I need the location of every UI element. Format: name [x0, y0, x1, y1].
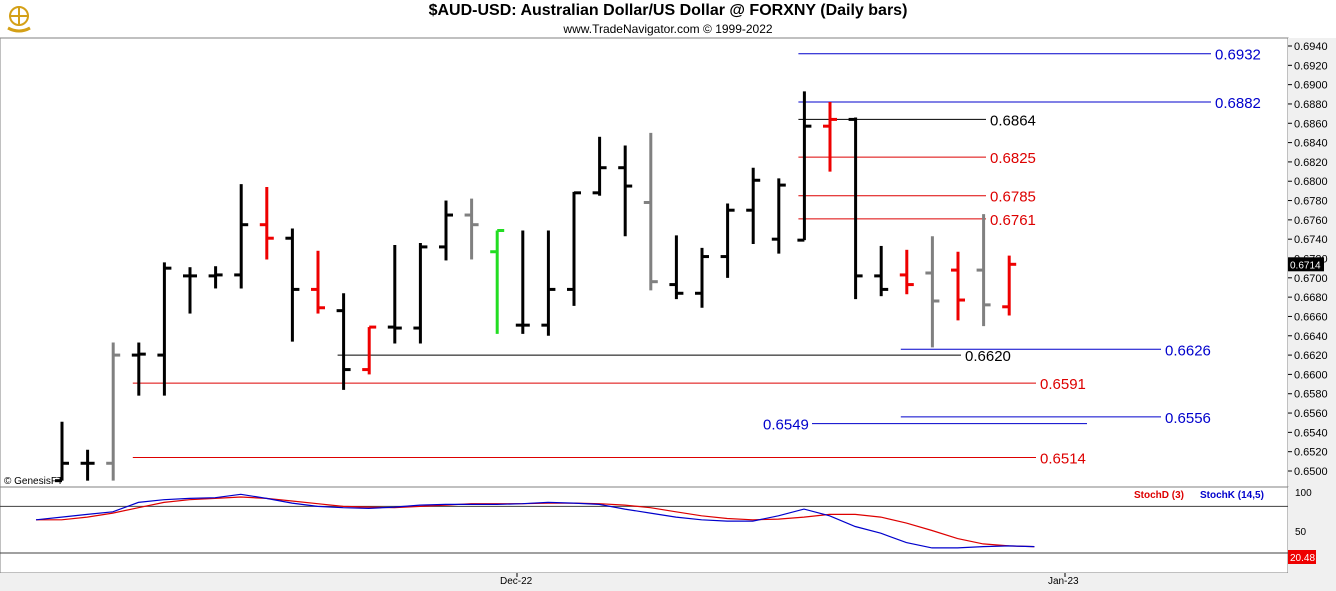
level-label: 0.6825: [990, 150, 1036, 167]
last-price-tag: 0.6714: [1288, 257, 1324, 272]
level-label: 0.6620: [965, 348, 1011, 365]
date-tick-label: Jan-23: [1048, 576, 1079, 587]
price-tick-label: 0.6760: [1294, 215, 1328, 227]
stoch-tick-label: 50: [1295, 527, 1307, 538]
date-tick-label: Dec-22: [500, 576, 533, 587]
date-x-axis: Dec-22 Jan-23: [500, 573, 1079, 587]
price-tick-label: 0.6820: [1294, 157, 1328, 169]
stoch-d-legend: StochD (3): [1134, 490, 1184, 501]
level-label: 0.6591: [1040, 376, 1086, 393]
level-label: 0.6864: [990, 112, 1036, 129]
level-label: 0.6549: [763, 417, 809, 434]
stochastic-lines: StochD (3) StochK (14,5): [0, 490, 1288, 554]
last-price-label: 0.6714: [1290, 260, 1321, 271]
price-tick-label: 0.6840: [1294, 138, 1328, 150]
price-tick-label: 0.6860: [1294, 118, 1328, 130]
price-y-axis: 0.6940 0.6920 0.6900 0.6880 0.6860 0.6840 0.68…: [1288, 41, 1328, 478]
price-tick-label: 0.6680: [1294, 292, 1328, 304]
level-label: 0.6626: [1165, 342, 1211, 359]
chart-title: $AUD-USD: Australian Dollar/US Dollar @ …: [428, 2, 908, 19]
chart-header: $AUD-USD: Australian Dollar/US Dollar @ …: [0, 0, 1336, 38]
price-tick-label: 0.6600: [1294, 369, 1328, 381]
price-tick-label: 0.6660: [1294, 311, 1328, 323]
date-axis-panel: [0, 573, 1336, 591]
level-label: 0.6882: [1215, 95, 1261, 112]
price-tick-label: 0.6800: [1294, 176, 1328, 188]
stochastic-y-axis: 100 50 20.48: [1288, 488, 1316, 564]
price-panel: [0, 37, 1289, 488]
level-label: 0.6785: [990, 189, 1036, 206]
price-tick-label: 0.6520: [1294, 447, 1328, 459]
price-tick-label: 0.6620: [1294, 350, 1328, 362]
chart-subtitle: www.TradeNavigator.com © 1999-2022: [563, 22, 773, 36]
level-label: 0.6556: [1165, 410, 1211, 427]
ohlc-bars: [55, 91, 1017, 483]
level-label: 0.6932: [1215, 47, 1261, 64]
price-tick-label: 0.6560: [1294, 408, 1328, 420]
level-label: 0.6514: [1040, 450, 1086, 467]
price-tick-label: 0.6540: [1294, 427, 1328, 439]
price-tick-label: 0.6940: [1294, 41, 1328, 53]
price-tick-label: 0.6700: [1294, 273, 1328, 285]
price-tick-label: 0.6920: [1294, 60, 1328, 72]
price-tick-label: 0.6900: [1294, 80, 1328, 92]
price-tick-label: 0.6580: [1294, 389, 1328, 401]
price-tick-label: 0.6640: [1294, 331, 1328, 343]
ship-wheel-logo-icon: [7, 6, 31, 33]
level-label: 0.6761: [990, 212, 1036, 229]
stoch-last-value-label: 20.48: [1290, 553, 1315, 564]
watermark: © GenesisFT: [4, 476, 63, 487]
price-tick-label: 0.6740: [1294, 234, 1328, 246]
price-tick-label: 0.6780: [1294, 196, 1328, 208]
stoch-last-value-box: [1288, 550, 1316, 564]
price-tick-label: 0.6500: [1294, 466, 1328, 478]
support-resistance-levels: 0.6932 0.6882 0.6864 0.6825 0.6785 0.6761 0.66…: [132, 47, 1261, 467]
price-tick-label: 0.6880: [1294, 99, 1328, 111]
stoch-series-line: [35, 493, 1035, 549]
stoch-k-legend: StochK (14,5): [1200, 490, 1264, 501]
stoch-tick-label: 100: [1295, 488, 1312, 499]
last-price-box: [1288, 257, 1324, 272]
